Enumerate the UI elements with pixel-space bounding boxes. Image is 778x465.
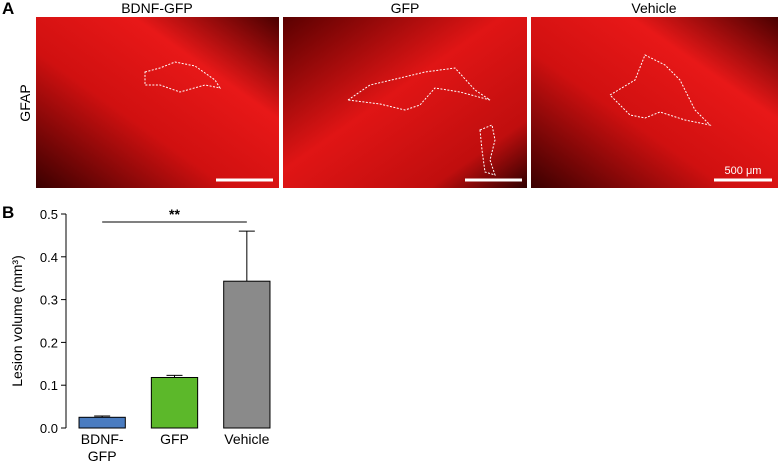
y-tick-label: 0.2 — [40, 335, 58, 350]
bar — [150, 376, 199, 429]
image-title: BDNF-GFP — [121, 0, 193, 16]
micrograph — [283, 17, 527, 188]
y-axis-label: Lesion volume (mm³) — [9, 255, 25, 386]
y-tick-label: 0.5 — [40, 207, 58, 222]
x-tick-label: GFP — [160, 431, 189, 447]
x-tick-label: Vehicle — [224, 431, 270, 447]
bar — [78, 416, 126, 429]
micrograph — [36, 17, 279, 188]
bar-chart: 0.0 0.1 0.2 0.3 0.4 0.5 Lesion volume (mm³) ** — [9, 206, 271, 436]
image-title: Vehicle — [631, 0, 676, 16]
y-tick-label: 0.4 — [40, 250, 58, 265]
bar — [223, 280, 271, 429]
y-tick-label: 0.3 — [40, 293, 58, 308]
micrograph — [531, 17, 778, 188]
significance-label: ** — [169, 206, 180, 222]
y-tick-label: 0.1 — [40, 378, 58, 393]
image-title: GFP — [391, 0, 420, 16]
scale-label: 500 μm — [725, 165, 762, 177]
lesion-outline — [346, 67, 491, 111]
lesion-outline — [144, 61, 222, 93]
stain-label: GFAP — [17, 84, 33, 121]
panel-label: A — [2, 0, 14, 18]
lesion-outline — [479, 124, 496, 176]
x-tick-label: BDNF-GFP — [80, 431, 124, 464]
y-tick-label: 0.0 — [40, 421, 58, 436]
micrographs: 500 μm — [36, 17, 778, 188]
lesion-outline — [609, 54, 712, 126]
panel-label: B — [2, 203, 14, 222]
